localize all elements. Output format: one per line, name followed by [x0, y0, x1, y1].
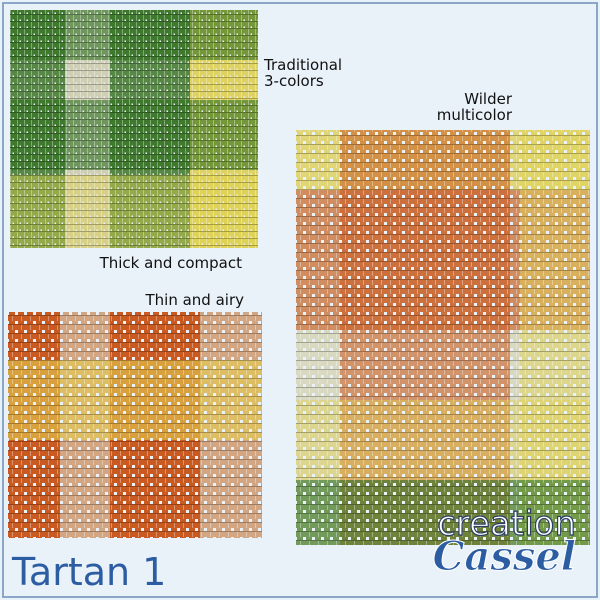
caption: 3-colors	[264, 72, 324, 90]
caption: multicolor	[437, 106, 513, 124]
caption: Thin and airy	[144, 291, 244, 309]
swatch-thick	[10, 10, 258, 248]
title: Tartan 1	[11, 550, 166, 594]
caption: Traditional	[263, 56, 342, 74]
logo-line2: Cassel	[433, 533, 576, 580]
caption: Thick and compact	[99, 254, 243, 272]
swatch-thin	[8, 312, 262, 538]
swatch-wilder	[296, 130, 590, 545]
caption: Wilder	[464, 90, 513, 108]
logo-line1: creation	[437, 504, 576, 544]
